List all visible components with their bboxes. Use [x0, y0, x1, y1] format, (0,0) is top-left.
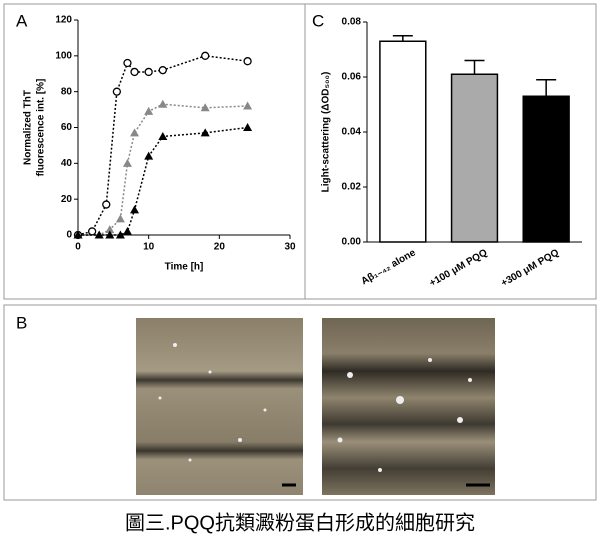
point [144, 67, 153, 77]
y-tick-label: 0.00 [342, 237, 362, 248]
x-tick-label: 0 [75, 242, 81, 253]
point [243, 123, 253, 131]
point [158, 99, 168, 108]
point [122, 158, 132, 167]
specks [158, 343, 472, 472]
y-tick-label: 0.08 [342, 17, 362, 28]
point [144, 106, 154, 115]
x-tick-label: +300 μM PQQ [499, 247, 561, 289]
point [200, 103, 210, 112]
point [122, 226, 132, 235]
point [201, 51, 210, 60]
point [158, 66, 167, 75]
bar [450, 73, 499, 243]
y-axis-label: fluorescence int. [%] [36, 79, 47, 177]
point [200, 128, 210, 137]
x-tick-label: +100 μM PQQ [428, 247, 490, 289]
panel-label: B [16, 313, 27, 332]
point [144, 151, 154, 160]
point [158, 131, 168, 140]
bar [379, 40, 427, 243]
x-tick-label: 10 [143, 242, 155, 253]
y-tick-label: 120 [55, 15, 72, 26]
y-tick-label: 0 [66, 230, 72, 241]
point [105, 225, 115, 234]
point [130, 67, 139, 77]
y-tick-label: 0.02 [342, 182, 362, 193]
point [243, 57, 252, 66]
caption: 圖三.PQQ抗類澱粉蛋白形成的細胞研究 [125, 511, 475, 534]
point [115, 230, 125, 239]
bottom-frame [3, 304, 597, 501]
fit-line [78, 103, 248, 236]
bar [522, 95, 570, 243]
y-tick-label: 0.06 [342, 72, 362, 83]
point [102, 200, 111, 209]
micrograph [136, 318, 303, 495]
point [105, 230, 115, 239]
y-tick-label: 40 [61, 158, 73, 169]
x-axis-label: Time [h] [165, 262, 204, 273]
y-tick-label: 20 [61, 194, 73, 205]
point [243, 101, 253, 110]
panel-label: C [312, 11, 324, 30]
point [94, 230, 104, 239]
point [115, 214, 125, 223]
point [130, 205, 140, 214]
point [73, 230, 83, 239]
point [112, 87, 122, 96]
point [87, 227, 97, 236]
x-tick-label: 20 [214, 242, 226, 253]
y-axis-label: Light-scattering (ΔOD₅₀₀) [321, 72, 332, 193]
y-axis-label: Normalized ThT [23, 90, 34, 165]
fit-line [77, 55, 248, 236]
y-tick-label: 60 [61, 122, 73, 133]
panel-label: A [16, 11, 28, 30]
point [123, 58, 132, 68]
micrograph [322, 318, 495, 495]
y-tick-label: 0.04 [342, 127, 362, 138]
x-tick-label: 30 [284, 242, 296, 253]
y-tick-label: 100 [55, 50, 72, 61]
fit-line [78, 126, 248, 236]
y-tick-label: 80 [61, 86, 73, 97]
x-tick-label: Aβ₁₋₄₂ alone [359, 247, 418, 287]
point [130, 128, 140, 137]
top-frame [3, 3, 597, 300]
